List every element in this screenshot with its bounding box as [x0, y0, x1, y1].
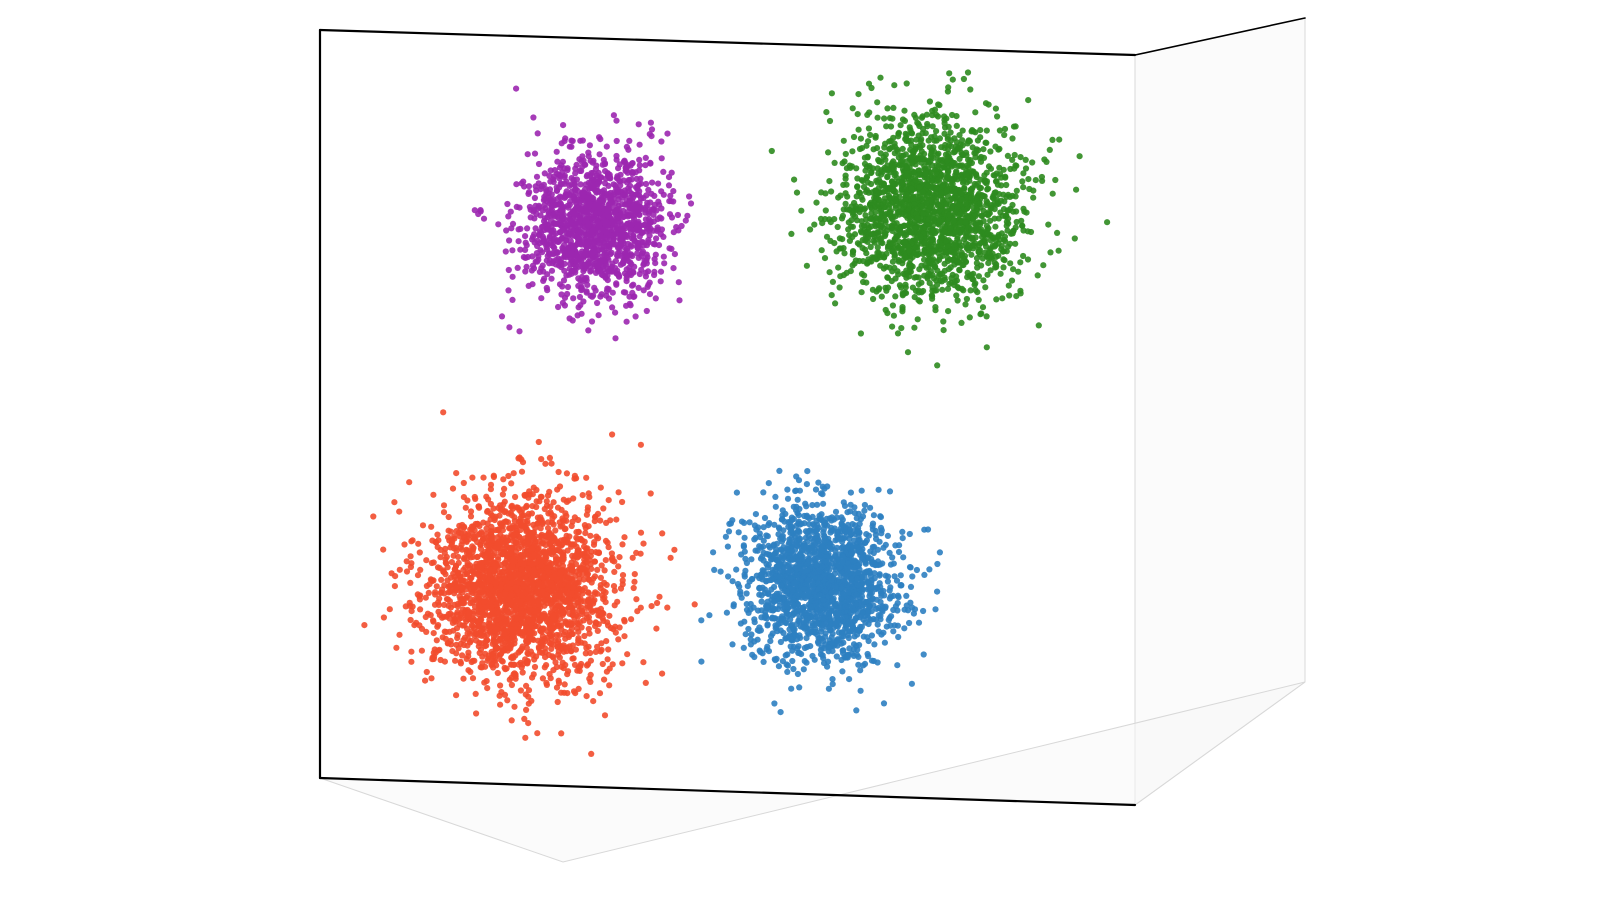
- scatter3d-chart: [0, 0, 1600, 900]
- scatter3d-svg: [0, 0, 1600, 900]
